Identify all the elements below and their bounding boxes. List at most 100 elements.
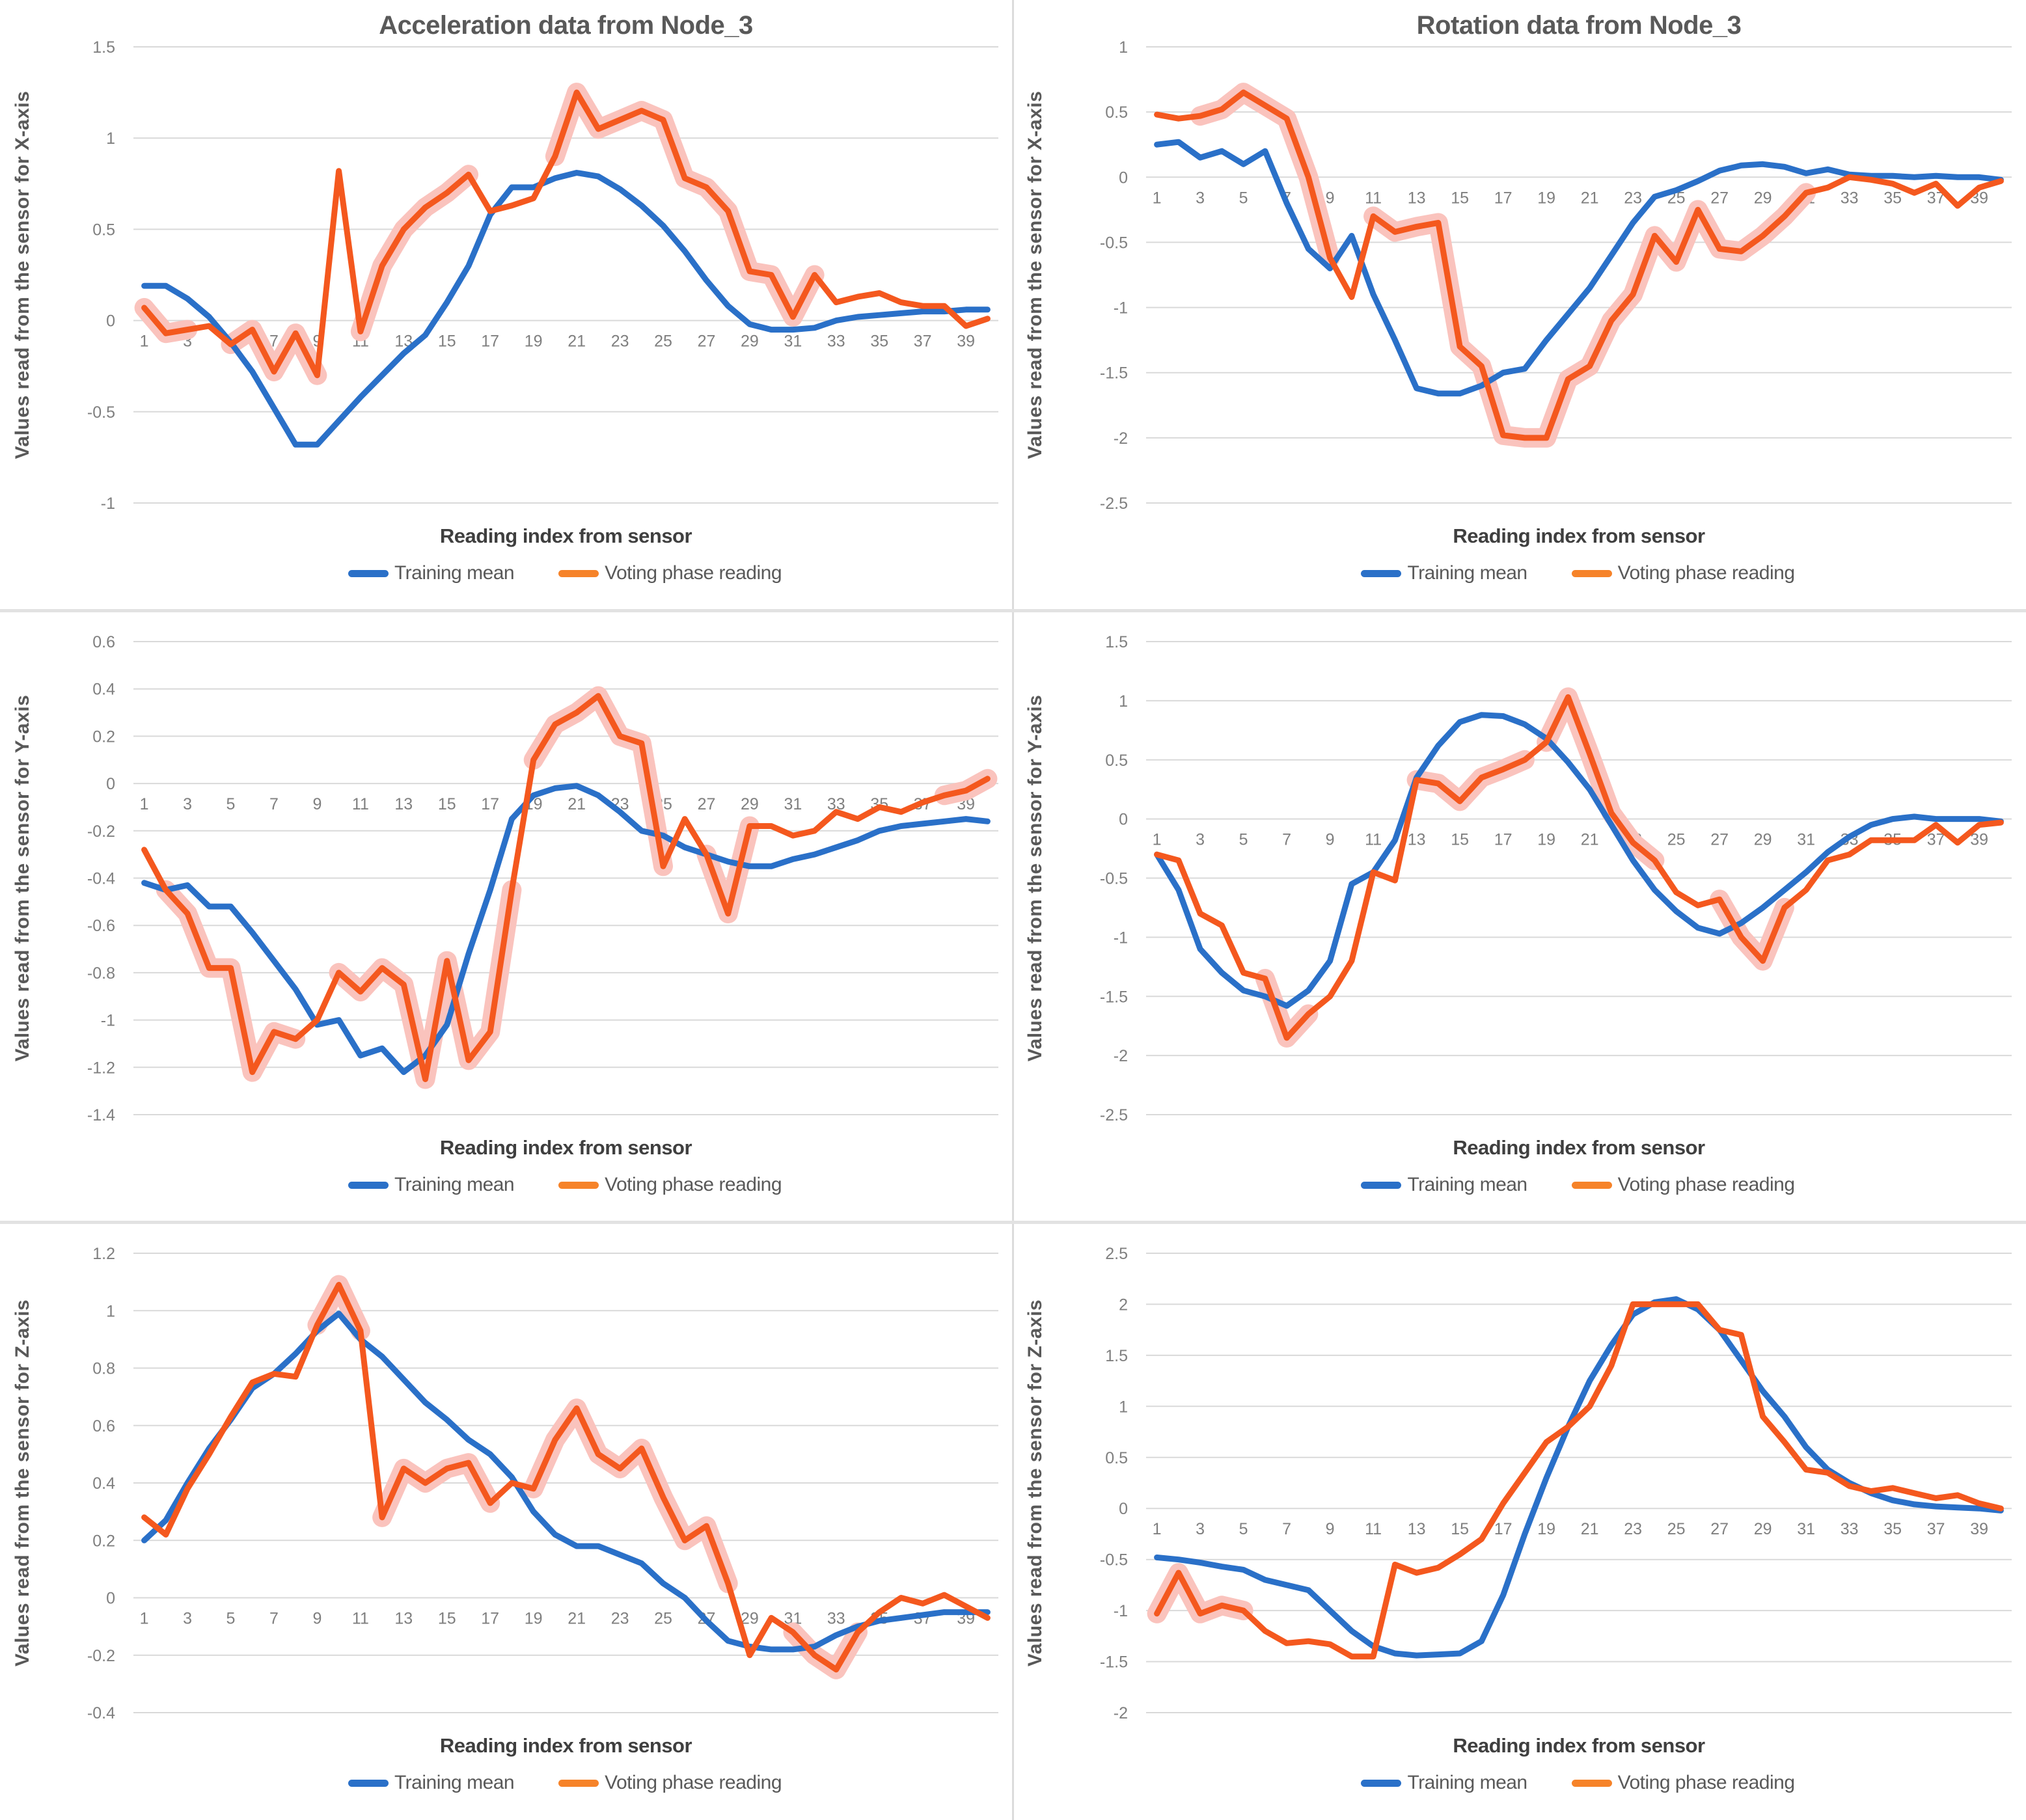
y-tick-label: -1 xyxy=(101,495,115,513)
voting-phase-line-swatch xyxy=(558,1779,599,1787)
y-tick-label: 0 xyxy=(106,1590,115,1608)
x-tick-label: 29 xyxy=(1754,189,1772,207)
voting-phase-reading-line xyxy=(1154,89,2004,441)
y-tick-label: 0.6 xyxy=(92,633,115,651)
y-tick-label: 2.5 xyxy=(1105,1245,1128,1263)
x-tick-label: 17 xyxy=(1494,831,1513,849)
x-tick-label: 11 xyxy=(1365,1520,1382,1538)
training-mean-line xyxy=(141,783,991,1076)
legend-label: Voting phase reading xyxy=(1617,1772,1795,1793)
y-tick-label: 0.5 xyxy=(1105,1449,1128,1467)
x-tick-label: 1 xyxy=(1153,1520,1162,1538)
x-tick-label: 27 xyxy=(698,795,716,813)
voting-phase-line-swatch xyxy=(558,1181,599,1189)
x-tick-label: 25 xyxy=(654,333,672,351)
row-divider xyxy=(0,1221,2026,1224)
y-tick-label: -2 xyxy=(1114,429,1128,448)
x-tick-label: 19 xyxy=(1537,1520,1555,1538)
chart-legend: Training mean Voting phase reading xyxy=(1146,562,2010,584)
x-tick-label: 21 xyxy=(568,333,586,351)
x-tick-label: 29 xyxy=(741,333,759,351)
y-tick-label: 1.2 xyxy=(92,1245,115,1263)
y-axis-title: Values read from the sensor for X-axis xyxy=(12,91,33,459)
x-tick-label: 7 xyxy=(1282,1520,1291,1538)
y-tick-label: 1 xyxy=(1119,692,1128,711)
x-tick-label: 21 xyxy=(1581,189,1599,207)
voting-phase-line-swatch xyxy=(558,569,599,577)
training-mean-line-swatch xyxy=(1361,569,1402,577)
training-mean-line xyxy=(141,170,991,448)
legend-label: Voting phase reading xyxy=(605,1772,782,1793)
y-tick-label: 1.5 xyxy=(1105,633,1128,651)
legend-label: Training mean xyxy=(1407,562,1527,584)
x-tick-label: 15 xyxy=(1451,189,1469,207)
legend-label: Training mean xyxy=(394,562,515,584)
x-tick-label: 17 xyxy=(1494,189,1513,207)
training-mean-line-swatch xyxy=(1361,1181,1402,1189)
y-axis-title: Values read from the sensor for Y-axis xyxy=(1024,695,1046,1062)
x-tick-label: 27 xyxy=(698,333,716,351)
y-tick-label: 1.5 xyxy=(1105,1347,1128,1365)
y-tick-label: 0.4 xyxy=(92,1474,115,1493)
legend-label: Training mean xyxy=(1407,1772,1527,1793)
y-tick-label: -2.5 xyxy=(1100,495,1128,513)
legend-item-training-mean: Training mean xyxy=(348,562,515,584)
y-axis-title: Values read from the sensor for X-axis xyxy=(1024,91,1046,459)
x-tick-label: 13 xyxy=(1408,1520,1426,1538)
x-tick-label: 3 xyxy=(1196,189,1205,207)
voting-phase-reading-line xyxy=(1154,694,2004,1041)
x-tick-label: 17 xyxy=(1494,1520,1513,1538)
rotation-x-line-chart: 10.50-0.5-1-1.5-2-2.51 3 5 7 9 11 13 15 17 19 21 23… xyxy=(1024,11,2012,547)
y-tick-label: -0.5 xyxy=(1100,234,1128,252)
chart-legend: Training mean Voting phase reading xyxy=(133,1174,996,1196)
legend-item-voting-phase: Voting phase reading xyxy=(1571,1174,1795,1196)
y-axis-title: Values read from the sensor for Y-axis xyxy=(12,695,33,1062)
y-tick-label: -2 xyxy=(1114,1704,1128,1722)
x-axis-title: Reading index from sensor xyxy=(440,524,692,547)
y-tick-label: 1 xyxy=(106,1302,115,1320)
acceleration-y-line-chart: 0.60.40.20-0.2-0.4-0.6-0.8-1-1.2-1.41 3 5 7… xyxy=(12,633,998,1159)
x-tick-label: 39 xyxy=(1970,1520,1988,1538)
y-tick-label: -1 xyxy=(1114,299,1128,318)
x-axis-title: Reading index from sensor xyxy=(1453,1136,1705,1159)
x-tick-label: 29 xyxy=(741,1610,759,1628)
x-axis-title: Reading index from sensor xyxy=(440,1734,692,1757)
x-axis-title: Reading index from sensor xyxy=(1453,524,1705,547)
x-tick-label: 5 xyxy=(1239,831,1248,849)
y-tick-label: -1 xyxy=(1114,929,1128,947)
x-tick-label: 37 xyxy=(1927,1520,1945,1538)
x-tick-label: 5 xyxy=(226,1610,236,1628)
x-tick-label: 21 xyxy=(568,795,586,813)
x-tick-label: 7 xyxy=(269,333,279,351)
x-tick-label: 5 xyxy=(1239,189,1248,207)
x-tick-label: 19 xyxy=(525,1610,543,1628)
x-tick-label: 31 xyxy=(1797,1520,1815,1538)
y-tick-label: -0.5 xyxy=(87,403,115,422)
y-tick-label: 1 xyxy=(106,129,115,148)
x-tick-label: 11 xyxy=(1365,831,1382,849)
x-tick-label: 29 xyxy=(741,795,759,813)
x-tick-label: 3 xyxy=(183,1610,192,1628)
x-tick-label: 9 xyxy=(1326,189,1335,207)
x-tick-label: 11 xyxy=(1365,189,1382,207)
x-tick-label: 13 xyxy=(1408,189,1426,207)
x-tick-label: 27 xyxy=(1710,189,1729,207)
legend-item-voting-phase: Voting phase reading xyxy=(558,1174,782,1196)
y-tick-label: -1.2 xyxy=(87,1059,115,1077)
y-tick-label: -1 xyxy=(101,1012,115,1030)
y-tick-label: 0.5 xyxy=(92,221,115,239)
column-divider xyxy=(1012,0,1014,1820)
y-tick-label: -1.5 xyxy=(1100,988,1128,1006)
chart-legend: Training mean Voting phase reading xyxy=(1146,1772,2010,1794)
y-axis-title: Values read from the sensor for Z-axis xyxy=(1024,1299,1046,1666)
x-tick-label: 19 xyxy=(525,333,543,351)
x-tick-label: 29 xyxy=(1754,831,1772,849)
chart-title: Acceleration data from Node_3 xyxy=(379,11,753,40)
y-tick-label: 0.8 xyxy=(92,1360,115,1378)
x-tick-label: 31 xyxy=(1797,831,1815,849)
legend-item-training-mean: Training mean xyxy=(1361,1174,1527,1196)
x-tick-label: 23 xyxy=(611,1610,629,1628)
x-tick-label: 33 xyxy=(1841,189,1859,207)
x-tick-label: 9 xyxy=(1326,1520,1335,1538)
x-tick-label: 25 xyxy=(654,1610,672,1628)
